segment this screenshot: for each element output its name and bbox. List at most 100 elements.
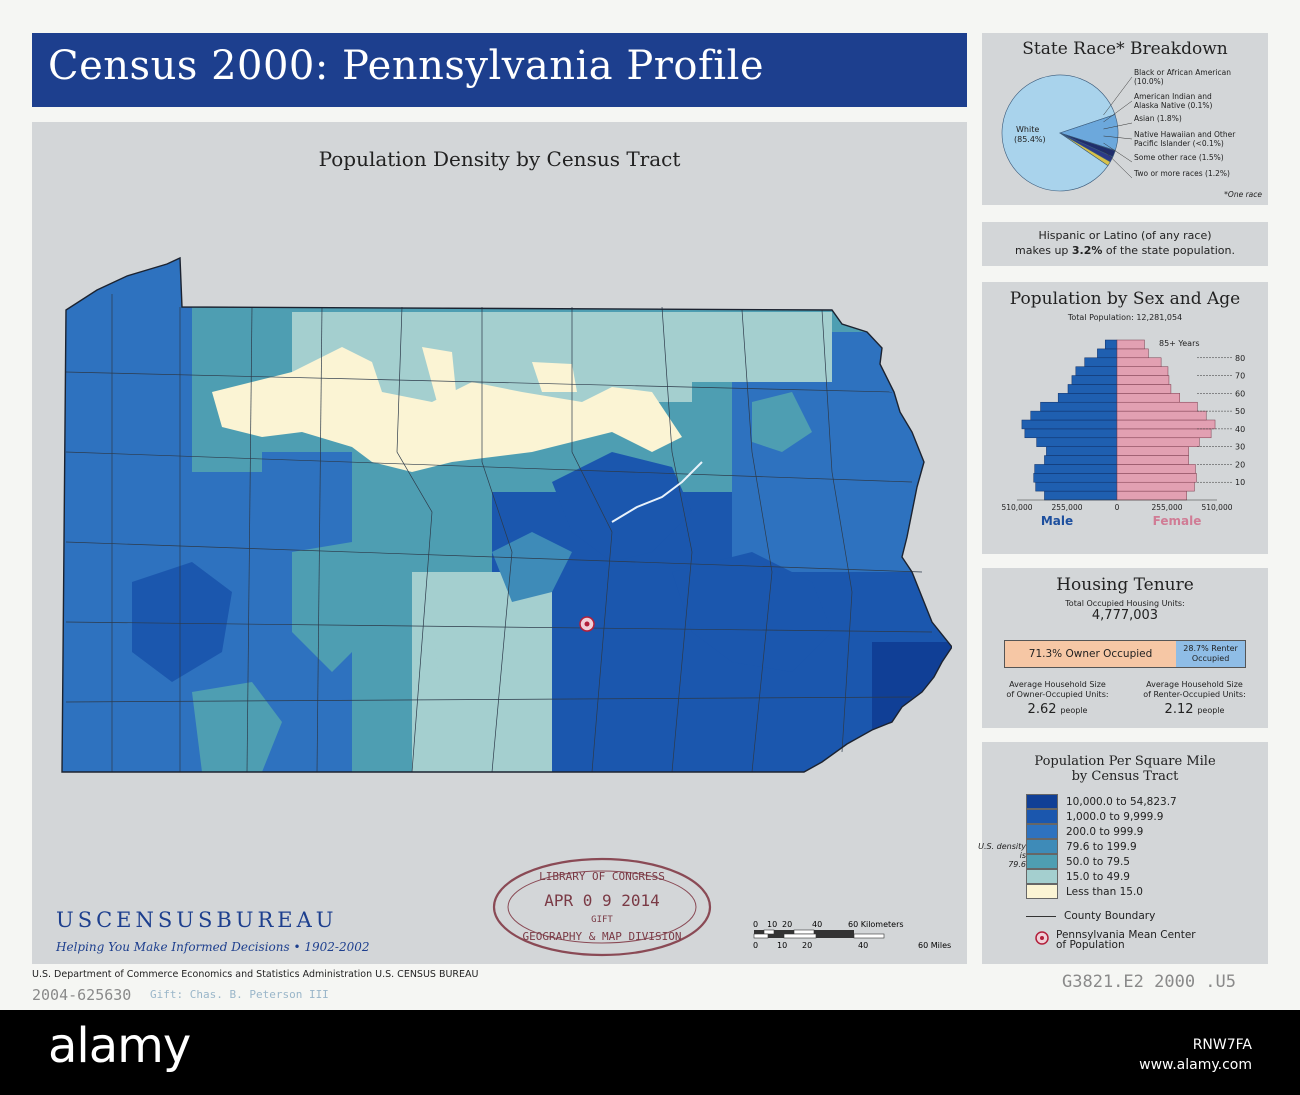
x-tick-label: 0 [1115, 503, 1120, 512]
pyramid-bar-male [1035, 481, 1118, 492]
legend-title-1: Population Per Square Mile [1034, 754, 1216, 769]
pyramid-bar-male [1044, 490, 1118, 501]
pyramid-bar-female [1116, 393, 1180, 403]
pie-label-white: White [1016, 125, 1039, 134]
pie-label: Two or more races (1.2%) [1133, 169, 1230, 178]
mean-center-marker[interactable] [579, 616, 595, 632]
pie-label: Native Hawaiian and Other [1134, 130, 1236, 139]
pyramid-bar-female [1116, 464, 1196, 474]
pyramid-bar-male [1024, 428, 1118, 439]
km-tick: 0 [753, 920, 758, 929]
age-tick-label: 40 [1235, 425, 1245, 434]
pyramid-bar-female [1116, 401, 1198, 412]
map-title: Population Density by Census Tract [318, 147, 681, 171]
age-tick-label: 50 [1235, 407, 1245, 416]
pyramid-bar-male [1036, 437, 1118, 447]
km-tick: 40 [812, 920, 822, 929]
pyramid-bar-male [1034, 464, 1118, 474]
pyramid-bar-female [1116, 410, 1207, 421]
department-line: U.S. Department of Commerce Economics an… [32, 969, 479, 980]
legend-swatch [1026, 824, 1058, 839]
pyramid-bar-male [1040, 401, 1118, 412]
km-tick: 10 [767, 920, 777, 929]
age-tick-label: 70 [1235, 372, 1245, 381]
owner-label: 71.3% Owner Occupied [1028, 648, 1153, 660]
pyramid-bar-female [1116, 446, 1189, 456]
x-tick-label: 510,000 [1201, 503, 1232, 512]
pyramid-bar-female [1116, 455, 1189, 465]
pyramid-bar-male [1104, 339, 1118, 350]
pie-label: (10.0%) [1134, 77, 1164, 86]
renter-avg: Average Household Size of Renter-Occupie… [1143, 680, 1246, 717]
title-bar: Census 2000: Pennsylvania Profile [32, 33, 967, 107]
loc-stamp: LIBRARY OF CONGRESS APR 0 9 2014 GIFT GE… [492, 857, 712, 957]
legend-swatch [1026, 809, 1058, 824]
stamp-line3: GIFT [591, 915, 613, 925]
housing-title: Housing Tenure [1056, 575, 1194, 595]
owner-avg: Average Household Size of Owner-Occupied… [1006, 680, 1109, 717]
pie-label: Asian (1.8%) [1134, 114, 1182, 123]
scale-bar: 0 10 20 40 60 Kilometers 0 10 20 40 60 M… [753, 920, 951, 950]
pyramid-bar-female [1116, 375, 1170, 385]
alamy-image-id: RNW7FA [1192, 1037, 1252, 1053]
race-breakdown-panel: State Race* Breakdown White (85.4%) Black … [982, 33, 1268, 205]
legend-label: 15.0 to 49.9 [1066, 870, 1130, 883]
pie-label: Black or African American [1134, 68, 1231, 77]
x-tick-label: 510,000 [1001, 503, 1032, 512]
km-tick: 20 [782, 920, 792, 929]
legend-label: 50.0 to 79.5 [1066, 855, 1130, 868]
pie-value-white: (85.4%) [1014, 135, 1046, 144]
race-pie-chart[interactable]: White(85.4%) Black or African American(10… [982, 61, 1268, 205]
housing-tenure-panel: Housing Tenure Total Occupied Housing Un… [982, 568, 1268, 728]
legend-title-2: by Census Tract [1071, 769, 1179, 784]
accession-number: 2004-625630 [32, 986, 132, 1004]
legend-item: 50.0 to 79.5 [1026, 854, 1130, 869]
pyramid-bar-female [1116, 473, 1197, 483]
mile-tick: 20 [802, 941, 812, 950]
density-legend-panel: Population Per Square Mile by Census Tra… [978, 742, 1268, 964]
pie-leader-line [1103, 122, 1133, 130]
pyramid-bar-female [1116, 348, 1149, 359]
age-tick-label: 60 [1235, 389, 1245, 398]
mile-tick: 40 [858, 941, 868, 950]
pie-leader-line [1103, 149, 1133, 179]
pennsylvania-map[interactable] [52, 252, 952, 782]
female-label: Female [1153, 514, 1202, 528]
hispanic-panel: Hispanic or Latino (of any race) makes u… [982, 222, 1268, 266]
tenure-bar[interactable]: 71.3% Owner Occupied 28.7% Renter Occupi… [1004, 640, 1246, 668]
pyramid-bar-male [1071, 375, 1118, 385]
bureau-logo: USCENSUSBUREAU [56, 908, 338, 932]
renter-occupied-segment: 28.7% Renter Occupied [1176, 641, 1245, 667]
pyramid-bar-female [1116, 490, 1187, 501]
legend-item: Less than 15.0 [1026, 884, 1143, 899]
pyramid-bar-male [1075, 366, 1118, 376]
pie-label: American Indian and [1134, 92, 1212, 101]
pie-leader-line [1103, 135, 1133, 140]
mile-tick: 60 Miles [918, 941, 951, 950]
km-tick: 60 Kilometers [848, 920, 904, 929]
pyramid-bar-male [1033, 473, 1118, 483]
pyramid-bar-female [1116, 481, 1195, 492]
legend-label: 200.0 to 999.9 [1066, 825, 1144, 838]
legend-item: 1,000.0 to 9,999.9 [1026, 809, 1163, 824]
pie-label: Alaska Native (0.1%) [1134, 101, 1213, 110]
mile-tick: 10 [777, 941, 787, 950]
hispanic-line1: Hispanic or Latino (of any race) [1038, 229, 1212, 242]
x-tick-label: 255,000 [1051, 503, 1082, 512]
renter-label-1: 28.7% Renter [1183, 644, 1238, 653]
pie-slice-white [1001, 74, 1116, 192]
legend-label: 1,000.0 to 9,999.9 [1066, 810, 1164, 823]
pyramid-bar-female [1116, 366, 1169, 376]
page-title: Census 2000: Pennsylvania Profile [48, 43, 765, 89]
pyramid-bar-female [1116, 428, 1212, 439]
legend-label: Less than 15.0 [1066, 885, 1143, 898]
population-pyramid-chart[interactable]: 80 70 60 50 40 30 20 10 85+ Years 510,000 255,000 0… [982, 334, 1268, 550]
pyramid-bar-male [1021, 419, 1118, 430]
stamp-line4: GEOGRAPHY & MAP DIVISION [523, 930, 682, 943]
gift-stamp: Gift: Chas. B. Peterson III [150, 988, 329, 1001]
male-label: Male [1041, 514, 1073, 528]
pyramid-bar-male [1084, 357, 1118, 367]
watermark-band [0, 1010, 1300, 1095]
population-pyramid-panel: Population by Sex and Age Total Populati… [982, 282, 1268, 554]
total-population: Total Population: 12,281,054 [1067, 313, 1183, 322]
